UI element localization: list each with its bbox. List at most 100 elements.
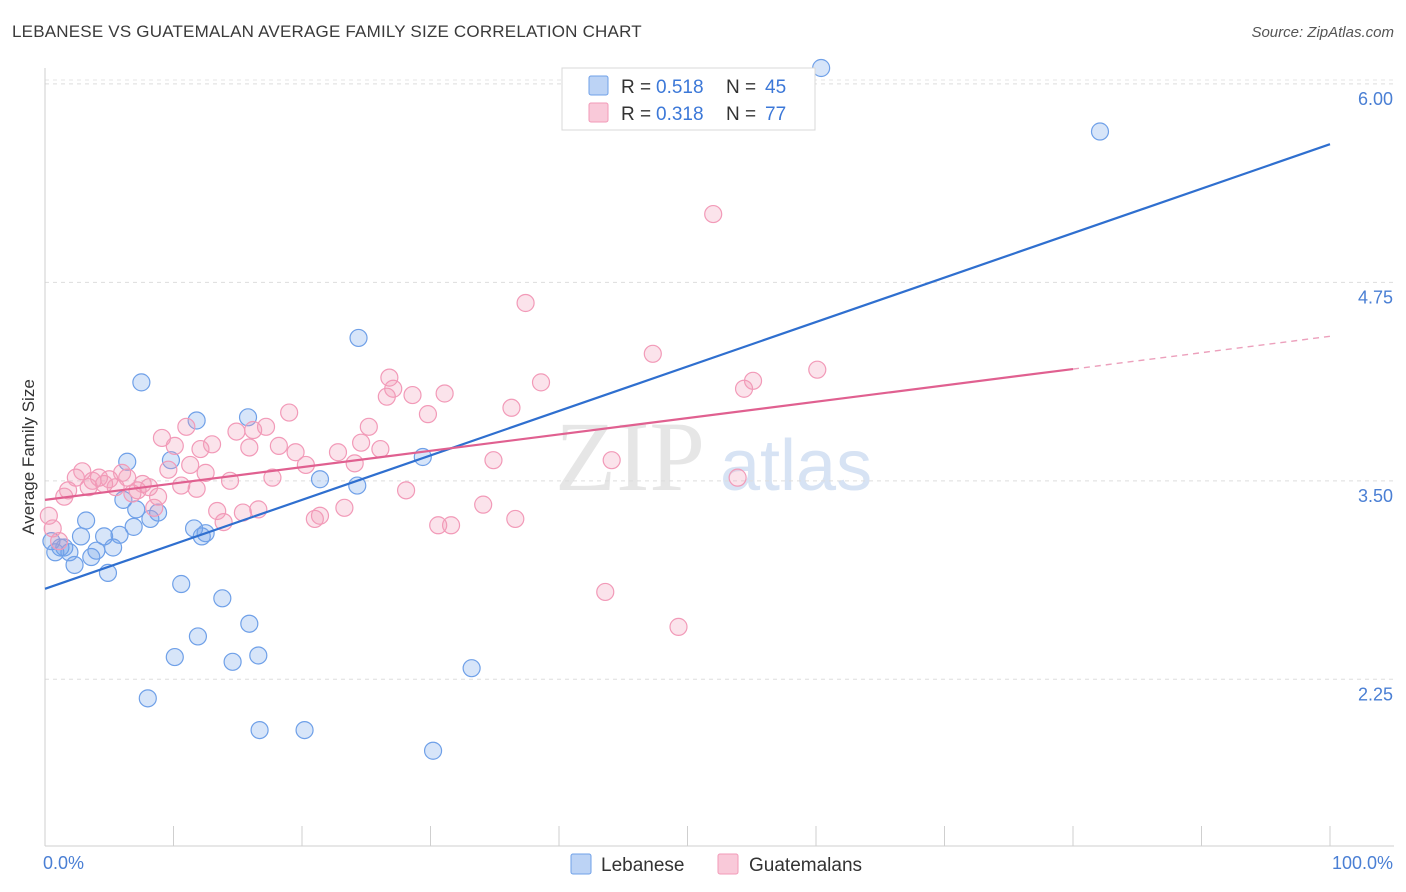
legend-label-guatemalans: Guatemalans [749, 855, 862, 876]
lebanese-point-16 [124, 517, 143, 536]
guatemalan-point-40 [263, 468, 282, 487]
lebanese-point-18 [132, 373, 151, 392]
guatemalan-point-41 [269, 436, 288, 455]
series-legend: Lebanese Guatemalans [570, 853, 862, 876]
lebanese-n-label: N = [726, 77, 756, 98]
lebanese-point-6 [71, 527, 91, 546]
legend-label-lebanese: Lebanese [601, 855, 684, 876]
lebanese-r-label: R = [621, 77, 651, 98]
lebanese-point-27 [188, 627, 208, 646]
guatemalan-point-23 [165, 436, 184, 455]
guatemalan-point-64 [502, 398, 521, 417]
guatemalan-point-69 [602, 451, 621, 470]
guatemalan-point-66 [516, 293, 535, 313]
guatemalan-point-67 [531, 373, 551, 392]
watermark-atlas: atlas [720, 426, 872, 506]
guatemalan-point-52 [371, 439, 390, 459]
guatemalan-point-43 [286, 443, 305, 462]
guatemalan-point-36 [240, 438, 259, 457]
lebanese-point-31 [223, 652, 242, 671]
lebanese-n-value: 45 [765, 77, 786, 98]
guatemalan-point-70 [643, 344, 662, 363]
guatemalan-n-value: 77 [765, 104, 786, 125]
guatemalan-point-61 [441, 516, 461, 535]
guatemalan-point-73 [728, 468, 747, 487]
guatemalan-r-label: R = [621, 104, 651, 125]
x-tick-label-right: 100.0% [1332, 853, 1393, 873]
lebanese-point-37 [310, 470, 330, 489]
x-tick-marks [44, 826, 1331, 846]
guatemalan-point-27 [187, 479, 206, 498]
lebanese-point-41 [423, 741, 443, 760]
guatemalan-point-72 [704, 204, 723, 224]
guatemalan-point-59 [429, 516, 448, 535]
source-label: Source: ZipAtlas.com [1251, 24, 1394, 41]
y-axis-label: Average Family Size [19, 379, 38, 535]
lebanese-point-44 [1090, 122, 1110, 141]
lebanese-point-30 [213, 589, 232, 608]
guatemalan-point-39 [256, 417, 276, 436]
guatemalan-trend-line [44, 367, 1074, 501]
grid-lines [45, 79, 1394, 680]
guatemalan-point-58 [418, 405, 438, 424]
guatemalan-point-56 [396, 481, 416, 500]
y-tick-label-2: 4.75 [1358, 287, 1393, 307]
lebanese-point-34 [249, 646, 268, 665]
lebanese-point-36 [295, 720, 314, 740]
axes [44, 68, 1394, 847]
guatemalan-point-47 [328, 443, 348, 462]
lebanese-point-19 [138, 689, 157, 708]
guatemalan-point-75 [743, 371, 763, 390]
lebanese-point-2 [51, 538, 70, 557]
guatemalan-point-54 [380, 368, 399, 387]
guatemalan-point-42 [280, 403, 299, 422]
guatemalan-point-19 [145, 498, 164, 517]
trend-lines [44, 143, 1331, 590]
guatemalan-point-34 [227, 422, 246, 441]
guatemalan-r-value: 0.318 [656, 104, 704, 125]
guatemalan-trend-extension [1072, 335, 1331, 370]
y-tick-labels: 2.25 3.50 4.75 6.00 [1358, 89, 1393, 704]
guatemalan-points [39, 204, 827, 636]
lebanese-point-23 [165, 647, 184, 667]
guatemalan-point-20 [148, 487, 168, 506]
guatemalan-point-31 [208, 501, 227, 521]
stats-legend: R = 0.518 N = 45 R = 0.318 N = 77 [561, 67, 816, 131]
guatemalan-point-25 [177, 417, 196, 436]
guatemalan-point-49 [345, 454, 364, 473]
guatemalan-point-55 [384, 379, 403, 398]
y-tick-label-1: 3.50 [1358, 486, 1393, 506]
guatemalan-point-71 [669, 617, 688, 636]
guatemalan-point-76 [808, 360, 827, 379]
guatemalan-point-24 [172, 476, 191, 495]
lebanese-point-33 [240, 614, 259, 633]
guatemalan-point-63 [484, 451, 503, 470]
lebanese-point-35 [250, 720, 269, 740]
guatemalan-point-57 [403, 385, 422, 405]
guatemalan-point-46 [310, 506, 330, 525]
guatemalan-point-48 [335, 498, 354, 517]
y-tick-label-3: 6.00 [1358, 89, 1393, 109]
lebanese-legend-swatch [588, 75, 609, 96]
lebanese-point-13 [110, 525, 129, 544]
lebanese-point-7 [77, 511, 96, 530]
lebanese-point-5 [65, 555, 84, 575]
lebanese-point-24 [172, 574, 191, 594]
lebanese-point-42 [462, 659, 481, 678]
guatemalan-point-50 [352, 433, 371, 452]
lebanese-point-26 [187, 411, 206, 430]
guatemalan-point-22 [159, 460, 178, 479]
lebanese-point-15 [118, 452, 137, 471]
guatemalan-point-29 [196, 463, 215, 482]
y-tick-label-0: 2.25 [1358, 684, 1393, 704]
legend-swatch-lebanese [570, 853, 592, 875]
guatemalan-point-28 [191, 439, 210, 459]
guatemalan-point-30 [202, 435, 222, 454]
guatemalan-n-label: N = [726, 104, 756, 125]
guatemalan-point-26 [181, 455, 200, 475]
guatemalan-point-51 [359, 417, 378, 436]
guatemalan-point-60 [435, 384, 454, 403]
lebanese-trend-line [44, 143, 1331, 590]
chart-title: LEBANESE VS GUATEMALAN AVERAGE FAMILY SI… [12, 22, 642, 41]
